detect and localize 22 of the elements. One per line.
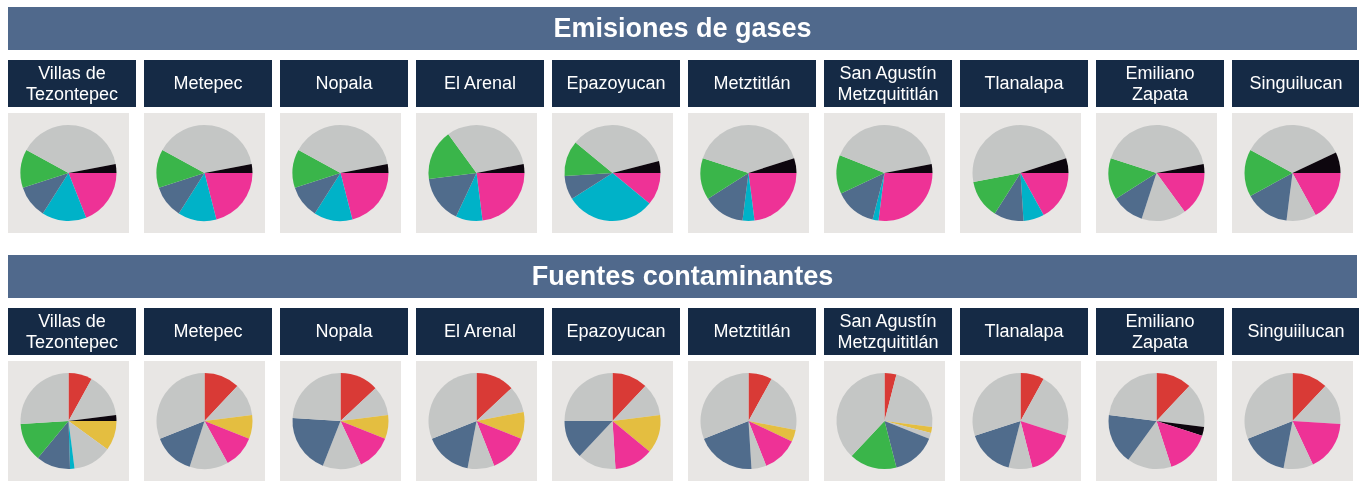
- chart-title: El Arenal: [416, 308, 544, 355]
- chart-title: Singuiilucan: [1232, 308, 1359, 355]
- chart-title: Epazoyucan: [552, 60, 680, 107]
- chart-title: San Agustín Metzquititlán: [824, 60, 952, 107]
- chart-title: Singuilucan: [1232, 60, 1359, 107]
- chart-title: Tlanalapa: [960, 60, 1088, 107]
- chart-title: Epazoyucan: [552, 308, 680, 355]
- chart-title: Emiliano Zapata: [1096, 308, 1224, 355]
- chart-title: Nopala: [280, 308, 408, 355]
- chart-title: Tlanalapa: [960, 308, 1088, 355]
- text: Emisiones de gases: [8, 7, 1357, 50]
- chart-title: Villas de Tezontepec: [8, 60, 136, 107]
- chart-title: El Arenal: [416, 60, 544, 107]
- chart-title: Metepec: [144, 308, 272, 355]
- chart-title: Metepec: [144, 60, 272, 107]
- text: Fuentes contaminantes: [8, 255, 1357, 298]
- chart-title: San Agustín Metzquititlán: [824, 308, 952, 355]
- chart-title: Metztitlán: [688, 60, 816, 107]
- chart-title: Emiliano Zapata: [1096, 60, 1224, 107]
- chart-title: Metztitlán: [688, 308, 816, 355]
- chart-title: Nopala: [280, 60, 408, 107]
- chart-title: Villas de Tezontepec: [8, 308, 136, 355]
